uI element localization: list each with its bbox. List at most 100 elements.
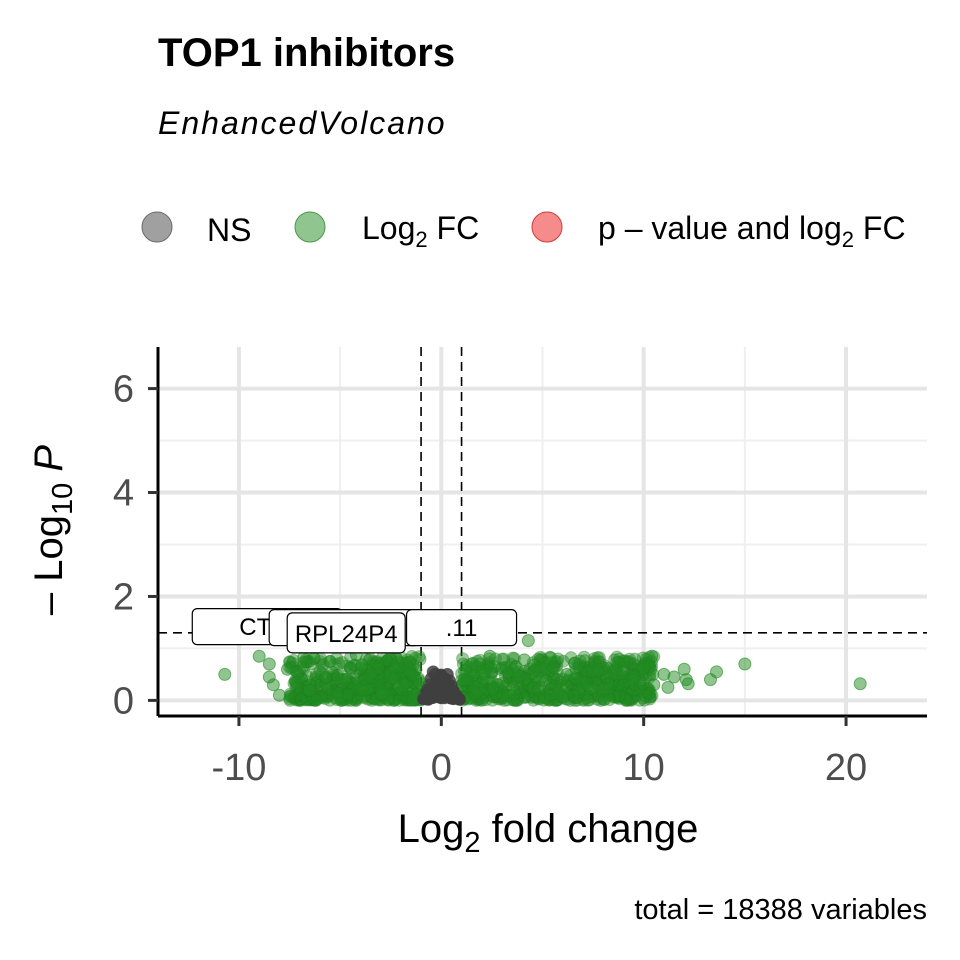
- legend-both-marker: [531, 211, 563, 243]
- point-log2fc: [326, 668, 340, 682]
- point-log2fc: [619, 687, 633, 701]
- point-log2fc: [293, 688, 307, 702]
- point-log2fc: [613, 680, 627, 694]
- point-log2fc: [540, 691, 554, 705]
- point-log2fc: [585, 690, 599, 704]
- point-log2fc: [636, 685, 650, 699]
- point-log2fc: [402, 662, 416, 676]
- y-tick-label: 4: [113, 473, 134, 515]
- point-ns: [424, 686, 435, 697]
- point-log2fc: [584, 686, 598, 700]
- point-log2fc: [577, 650, 591, 664]
- point-log2fc: [581, 693, 595, 707]
- point-log2fc: [471, 683, 485, 697]
- point-log2fc: [376, 686, 390, 700]
- point-log2fc: [552, 686, 566, 700]
- gene-label-text: .11: [446, 615, 478, 642]
- point-log2fc: [459, 672, 473, 686]
- point-log2fc: [611, 691, 625, 705]
- point-log2fc: [623, 691, 637, 705]
- point-log2fc: [567, 684, 581, 698]
- point-log2fc: [543, 692, 557, 706]
- legend-ns-marker: [141, 211, 173, 243]
- point-log2fc: [647, 678, 661, 692]
- point-log2fc: [570, 691, 584, 705]
- point-log2fc: [517, 690, 531, 704]
- point-log2fc: [614, 673, 628, 687]
- point-log2fc: [337, 673, 351, 687]
- x-tick-label: 20: [825, 747, 867, 789]
- y-tick-label: 2: [113, 576, 134, 618]
- point-log2fc: [532, 691, 546, 705]
- point-log2fc: [606, 665, 620, 679]
- point-log2fc: [291, 693, 305, 707]
- point-log2fc: [348, 692, 362, 706]
- point-log2fc: [349, 693, 363, 707]
- point-log2fc: [618, 690, 632, 704]
- point-log2fc: [612, 682, 626, 696]
- point-log2fc: [535, 688, 549, 702]
- point-ns: [454, 694, 465, 705]
- point-log2fc: [513, 681, 527, 695]
- point-log2fc: [364, 689, 378, 703]
- point-log2fc: [541, 693, 555, 707]
- point-log2fc: [412, 674, 426, 688]
- point-ns: [445, 692, 456, 703]
- point-log2fc: [290, 693, 304, 707]
- point-log2fc: [738, 657, 752, 671]
- point-log2fc: [511, 668, 525, 682]
- point-log2fc: [591, 651, 605, 665]
- point-log2fc: [300, 669, 314, 683]
- point-log2fc: [569, 687, 583, 701]
- point-log2fc: [477, 665, 491, 679]
- point-log2fc: [633, 693, 647, 707]
- chart-caption: total = 18388 variables: [634, 894, 927, 926]
- point-log2fc: [350, 691, 364, 705]
- point-log2fc: [561, 692, 575, 706]
- point-log2fc: [616, 654, 630, 668]
- point-log2fc: [262, 657, 276, 671]
- point-log2fc: [611, 689, 625, 703]
- point-log2fc: [612, 692, 626, 706]
- point-log2fc: [384, 670, 398, 684]
- point-log2fc: [395, 690, 409, 704]
- point-log2fc: [560, 667, 574, 681]
- point-log2fc: [341, 688, 355, 702]
- point-log2fc: [308, 693, 322, 707]
- point-log2fc: [387, 693, 401, 707]
- point-log2fc: [287, 692, 301, 706]
- point-log2fc: [348, 689, 362, 703]
- tick-labels: -10 0 10 20 0 2 4 6: [113, 369, 867, 789]
- point-log2fc: [643, 692, 657, 706]
- point-log2fc: [390, 652, 404, 666]
- point-log2fc: [390, 689, 404, 703]
- point-log2fc: [623, 693, 637, 707]
- point-log2fc: [319, 678, 333, 692]
- point-log2fc: [283, 693, 297, 707]
- grid: [158, 347, 927, 716]
- point-log2fc: [853, 677, 867, 691]
- point-log2fc: [569, 691, 583, 705]
- point-log2fc: [320, 683, 334, 697]
- point-log2fc: [627, 689, 641, 703]
- point-log2fc: [520, 690, 534, 704]
- point-log2fc: [281, 662, 295, 676]
- axes: [156, 347, 927, 718]
- point-ns: [433, 682, 444, 693]
- point-log2fc: [611, 681, 625, 695]
- point-log2fc: [363, 667, 377, 681]
- chart-subtitle: EnhancedVolcano: [158, 105, 447, 141]
- point-log2fc: [485, 693, 499, 707]
- legend-ns-label: NS: [207, 212, 251, 248]
- point-log2fc: [218, 667, 232, 681]
- point-log2fc: [677, 662, 691, 676]
- point-log2fc: [536, 662, 549, 676]
- point-log2fc: [272, 688, 286, 702]
- point-log2fc: [287, 691, 301, 705]
- point-log2fc: [389, 689, 403, 703]
- point-log2fc: [537, 693, 551, 707]
- point-log2fc: [606, 689, 620, 703]
- gene-label-box: [286, 612, 406, 654]
- point-log2fc: [316, 689, 330, 703]
